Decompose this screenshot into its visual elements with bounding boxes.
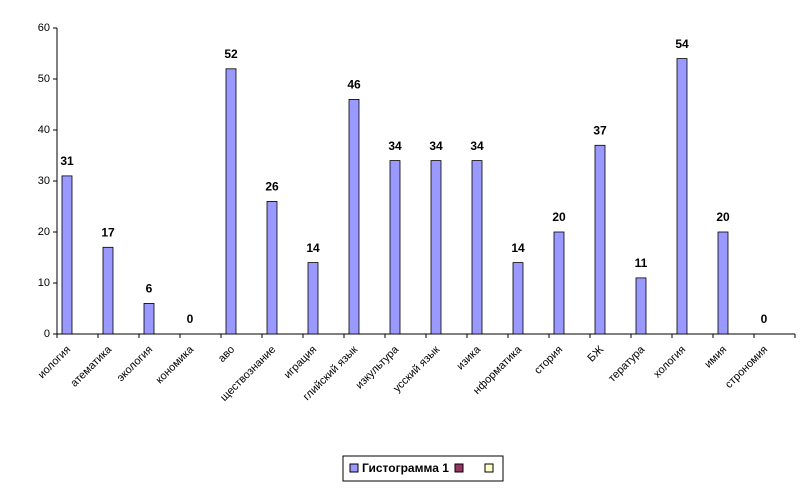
x-tick-label: стория <box>532 344 565 377</box>
legend-label: Гистограмма 1 <box>362 461 449 475</box>
y-tick-label: 20 <box>38 226 50 238</box>
legend-box <box>342 455 504 482</box>
x-tick-label: БЖ <box>585 344 606 365</box>
value-label: 26 <box>265 180 279 194</box>
value-label: 0 <box>761 312 768 326</box>
y-tick-label: 50 <box>38 73 50 85</box>
x-tick-label: кономика <box>154 343 197 386</box>
value-label: 14 <box>306 241 320 255</box>
value-label: 34 <box>388 139 402 153</box>
value-label: 11 <box>635 256 648 270</box>
value-label: 54 <box>675 37 689 51</box>
legend-swatch <box>349 463 359 473</box>
bar <box>266 200 278 335</box>
x-tick-label: имия <box>702 344 729 371</box>
value-label: 0 <box>187 312 194 326</box>
bar <box>225 68 237 335</box>
x-tick-label: играция <box>282 344 319 381</box>
bar <box>635 277 647 335</box>
value-label: 46 <box>347 78 361 92</box>
x-tick-label: хология <box>651 344 688 381</box>
legend-swatch <box>454 463 464 473</box>
bar <box>430 160 442 335</box>
bar <box>143 302 155 335</box>
x-tick-label: иология <box>36 344 73 381</box>
bar <box>594 144 606 335</box>
y-tick-label: 60 <box>38 22 50 34</box>
bar <box>471 160 483 335</box>
bar <box>553 231 565 335</box>
x-tick-label: аво <box>216 344 237 365</box>
x-tick-label: тература <box>606 343 647 384</box>
y-tick-label: 10 <box>38 277 50 289</box>
x-tick-label: атематика <box>68 343 114 389</box>
value-label: 37 <box>593 123 607 137</box>
legend-swatch <box>484 463 494 473</box>
bar <box>676 58 688 335</box>
x-tick-label: экология <box>115 344 155 384</box>
bar <box>717 231 729 335</box>
y-tick-label: 30 <box>38 175 50 187</box>
value-label: 31 <box>60 154 74 168</box>
value-label: 17 <box>101 225 115 239</box>
x-tick-label: строномия <box>723 344 770 391</box>
bar <box>102 246 114 335</box>
y-tick-label: 0 <box>44 328 50 340</box>
bar <box>512 262 524 335</box>
value-label: 52 <box>224 47 238 61</box>
value-label: 34 <box>429 139 443 153</box>
y-tick-label: 40 <box>38 124 50 136</box>
x-tick-label: изика <box>455 343 484 372</box>
value-label: 20 <box>552 210 566 224</box>
value-label: 34 <box>470 139 484 153</box>
bar <box>389 160 401 335</box>
value-label: 14 <box>511 241 525 255</box>
bar <box>307 262 319 335</box>
value-label: 6 <box>146 282 153 296</box>
value-label: 20 <box>716 210 730 224</box>
bar <box>61 175 73 335</box>
bar <box>348 99 360 335</box>
